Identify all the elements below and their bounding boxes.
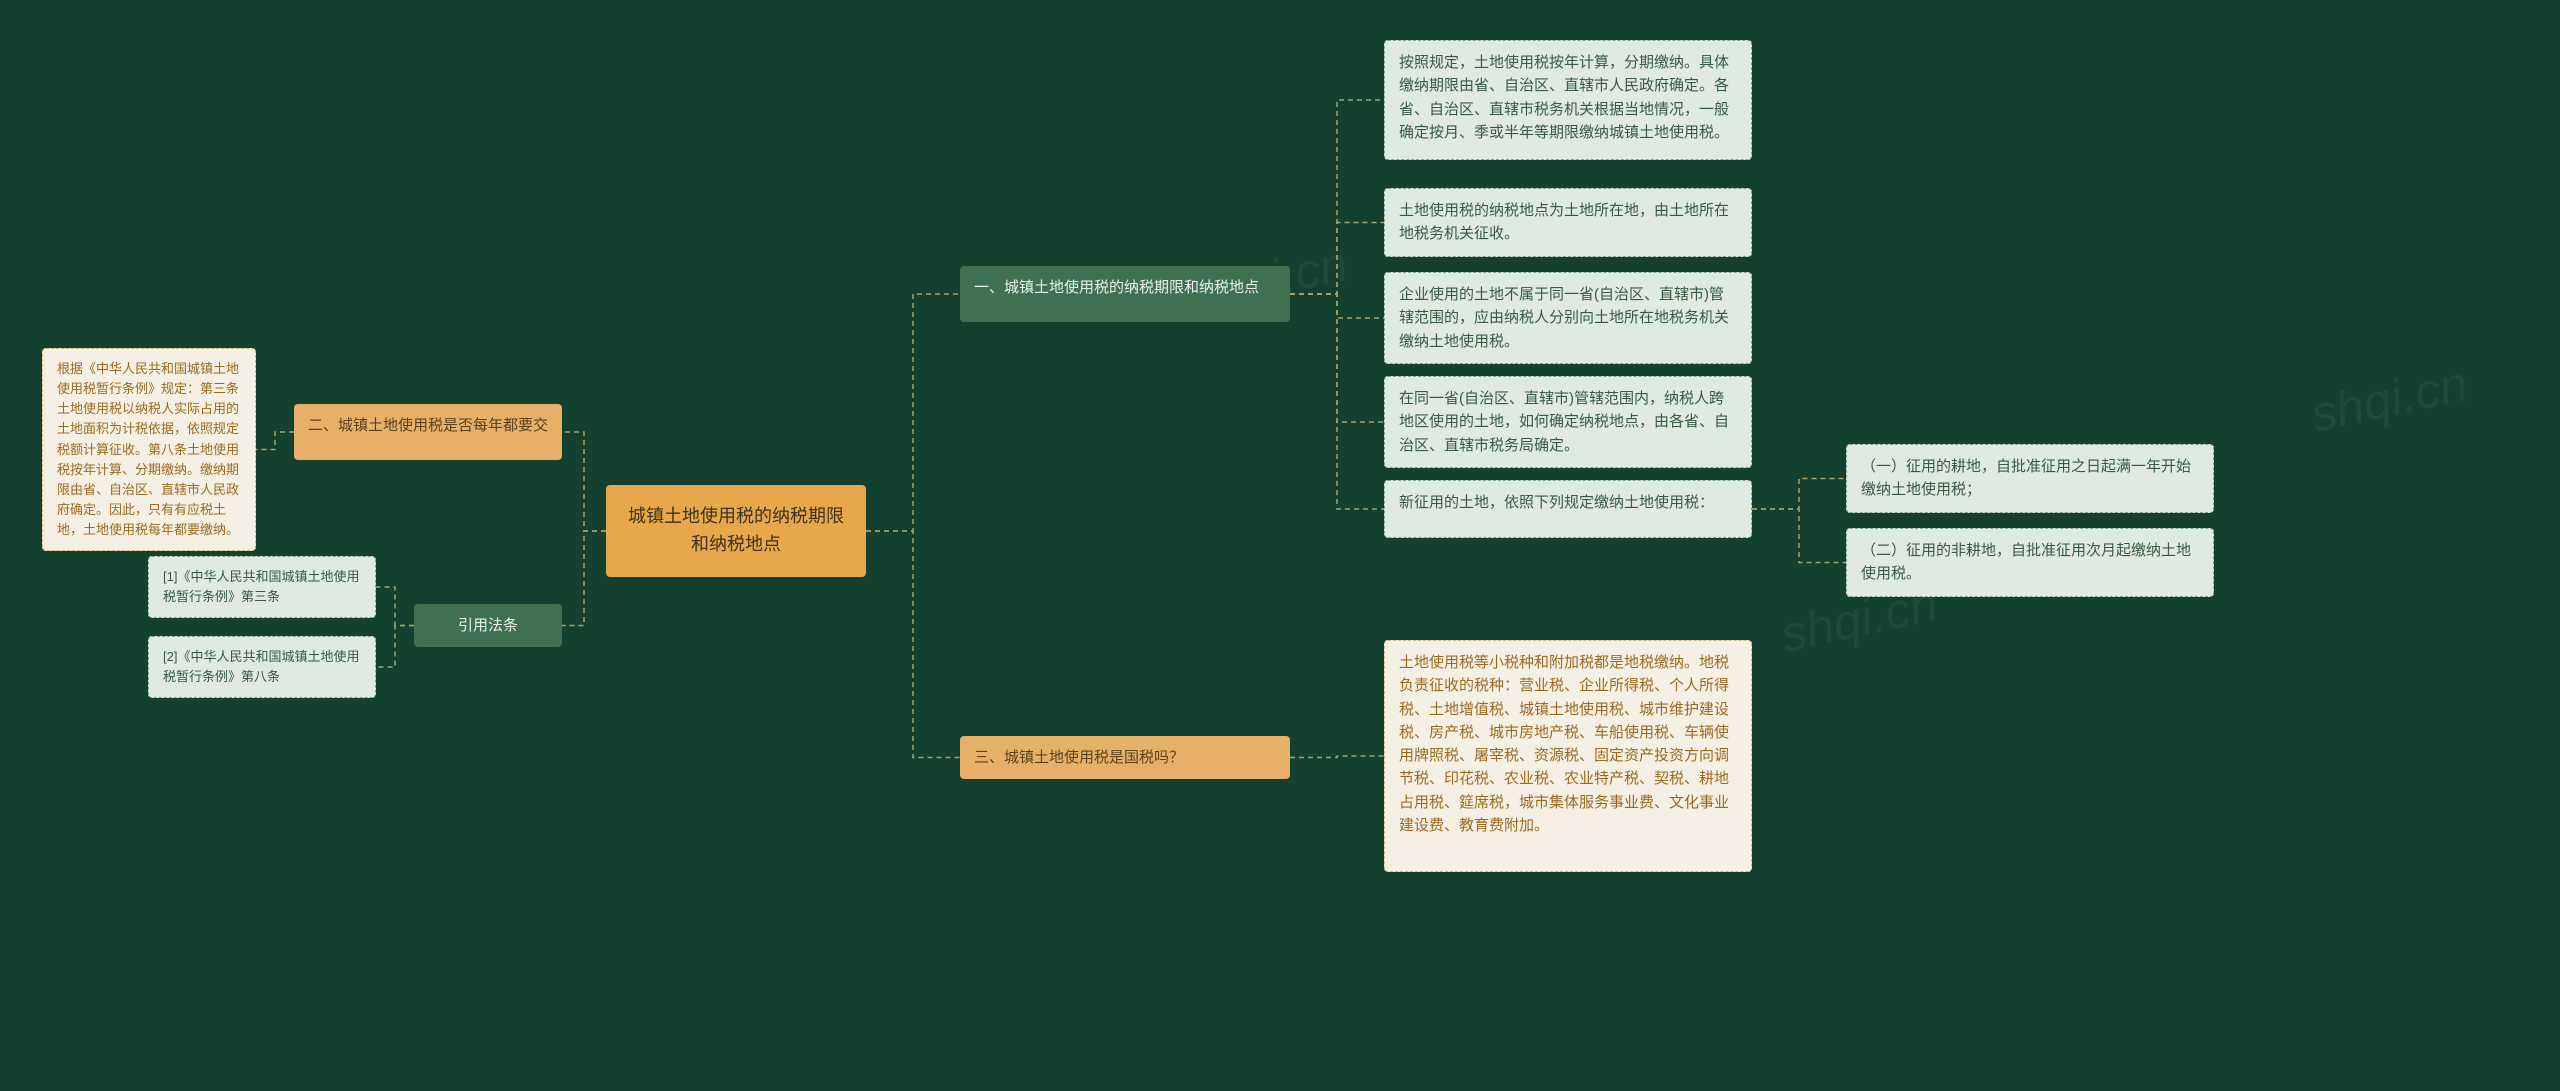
mindmap-node-b3_l1[interactable]: 土地使用税等小税种和附加税都是地税缴纳。地税负责征收的税种：营业税、企业所得税、… bbox=[1384, 640, 1752, 872]
connector bbox=[1752, 479, 1846, 510]
mindmap-canvas: shqi.cnshqi.cnshqi.cnshqi.cn城镇土地使用税的纳税期限… bbox=[0, 0, 2560, 1091]
mindmap-node-b1_l5_a[interactable]: （一）征用的耕地，自批准征用之日起满一年开始缴纳土地使用税； bbox=[1846, 444, 2214, 513]
connector bbox=[376, 587, 414, 626]
connector bbox=[1752, 509, 1846, 563]
mindmap-node-b1_l1[interactable]: 按照规定，土地使用税按年计算，分期缴纳。具体缴纳期限由省、自治区、直辖市人民政府… bbox=[1384, 40, 1752, 160]
connector bbox=[562, 432, 606, 531]
mindmap-node-b4_l1[interactable]: [1]《中华人民共和国城镇土地使用税暂行条例》第三条 bbox=[148, 556, 376, 618]
connector bbox=[866, 294, 960, 531]
connector bbox=[1290, 294, 1384, 422]
mindmap-node-b1[interactable]: 一、城镇土地使用税的纳税期限和纳税地点 bbox=[960, 266, 1290, 322]
mindmap-node-b2[interactable]: 二、城镇土地使用税是否每年都要交 bbox=[294, 404, 562, 460]
connector bbox=[866, 531, 960, 758]
mindmap-node-b1_l4[interactable]: 在同一省(自治区、直辖市)管辖范围内，纳税人跨地区使用的土地，如何确定纳税地点，… bbox=[1384, 376, 1752, 468]
mindmap-node-b1_l2[interactable]: 土地使用税的纳税地点为土地所在地，由土地所在地税务机关征收。 bbox=[1384, 188, 1752, 257]
watermark: shqi.cn bbox=[2306, 354, 2473, 444]
connector bbox=[1290, 100, 1384, 294]
mindmap-node-b1_l5[interactable]: 新征用的土地，依照下列规定缴纳土地使用税： bbox=[1384, 480, 1752, 538]
mindmap-node-b4[interactable]: 引用法条 bbox=[414, 604, 562, 647]
mindmap-node-b1_l3[interactable]: 企业使用的土地不属于同一省(自治区、直辖市)管辖范围的，应由纳税人分别向土地所在… bbox=[1384, 272, 1752, 364]
connector bbox=[562, 531, 606, 626]
connector bbox=[376, 626, 414, 668]
mindmap-node-b2_l1[interactable]: 根据《中华人民共和国城镇土地使用税暂行条例》规定：第三条土地使用税以纳税人实际占… bbox=[42, 348, 256, 551]
connector bbox=[1290, 294, 1384, 318]
mindmap-node-root[interactable]: 城镇土地使用税的纳税期限和纳税地点 bbox=[606, 485, 866, 577]
connector bbox=[256, 432, 294, 450]
connector bbox=[1290, 223, 1384, 295]
mindmap-node-b4_l2[interactable]: [2]《中华人民共和国城镇土地使用税暂行条例》第八条 bbox=[148, 636, 376, 698]
mindmap-node-b1_l5_b[interactable]: （二）征用的非耕地，自批准征用次月起缴纳土地使用税。 bbox=[1846, 528, 2214, 597]
connector bbox=[1290, 756, 1384, 758]
mindmap-node-b3[interactable]: 三、城镇土地使用税是国税吗？ bbox=[960, 736, 1290, 779]
connector bbox=[1290, 294, 1384, 509]
